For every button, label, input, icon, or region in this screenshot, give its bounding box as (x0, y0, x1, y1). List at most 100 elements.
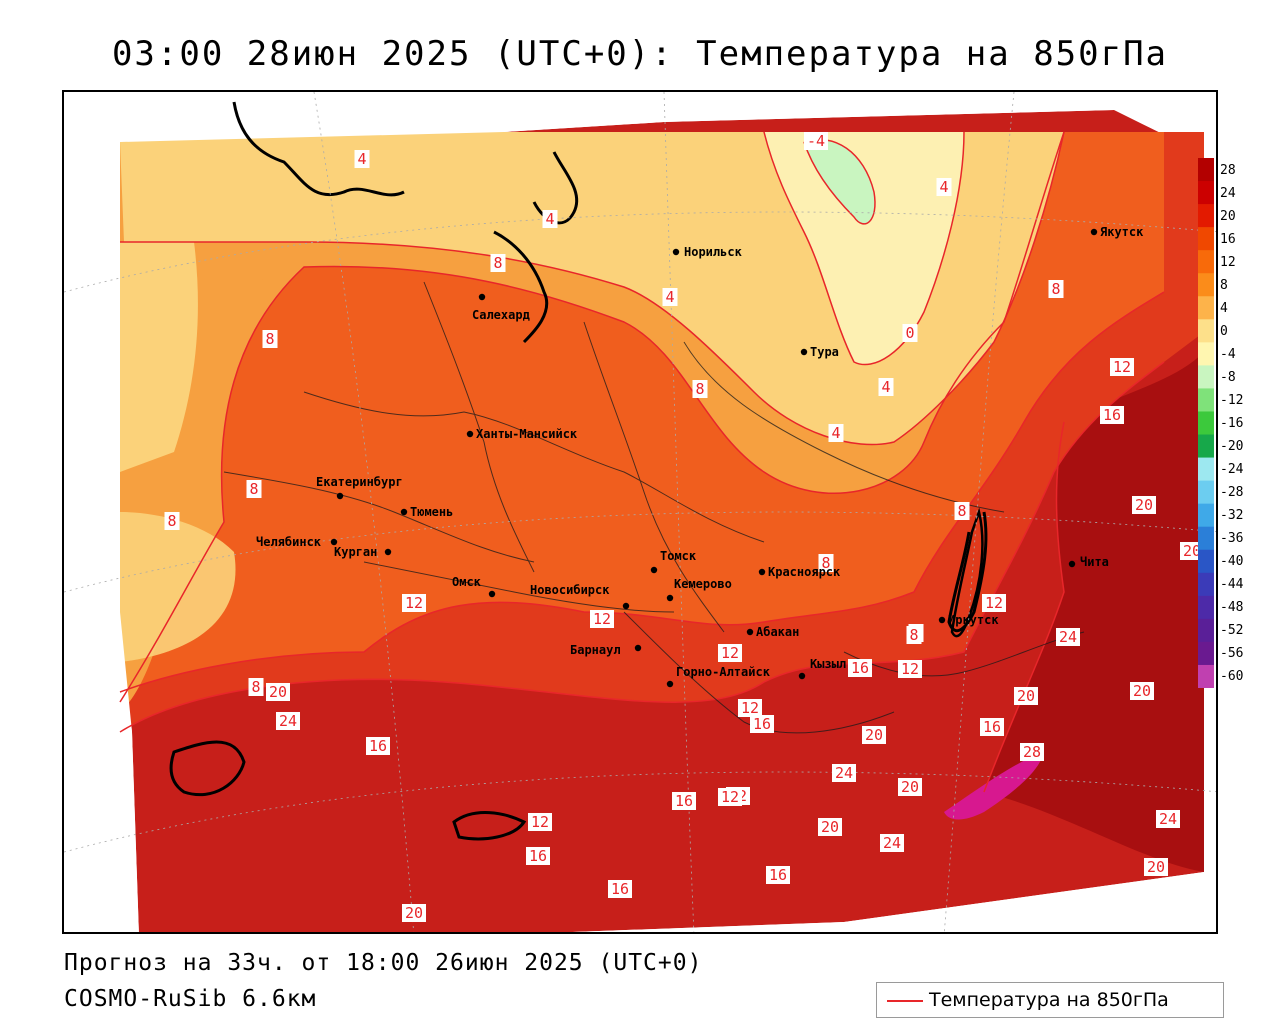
contour-label: 12 (898, 660, 922, 678)
contour-label-text: 8 (1051, 280, 1060, 298)
contour-label: 4 (828, 424, 844, 442)
contour-label-text: 24 (1059, 628, 1077, 646)
colorbar-tick: -52 (1220, 623, 1244, 639)
contour-label: 20 (1130, 682, 1154, 700)
contour-label-text: 20 (821, 818, 839, 836)
page-title: 03:00 28июн 2025 (UTC+0): Температура на… (111, 34, 1169, 74)
contour-label: 8 (246, 480, 262, 498)
contour-label-bg (750, 715, 774, 733)
colorbar-swatch (1198, 457, 1214, 482)
contour-label-text: 16 (851, 659, 869, 677)
contour-label-text: 16 (675, 792, 693, 810)
contour-label-bg (718, 788, 742, 806)
contour-label: 12 (718, 644, 742, 662)
contour-label-bg (248, 678, 264, 696)
contour-label-bg (832, 764, 856, 782)
contour-label-text: 16 (611, 880, 629, 898)
city-marker-tomsk (650, 566, 658, 574)
colorbar-tick: 28 (1220, 162, 1236, 178)
contour-label-bg (1144, 858, 1168, 876)
colorbar-tick: 8 (1220, 277, 1228, 293)
contour-label-text: 8 (265, 330, 274, 348)
contour-label: 8 (262, 330, 278, 348)
colorbar-swatch (1198, 572, 1214, 597)
city-marker-salekhard (478, 293, 486, 301)
contour-label: 16 (766, 866, 790, 884)
city-marker-norilsk (672, 248, 680, 256)
contour-label-bg (590, 610, 614, 628)
colorbar-swatch (1198, 319, 1214, 343)
contour-label-bg (266, 683, 290, 701)
city-label-tura: Тура (810, 345, 839, 359)
contour-label-text: 24 (883, 834, 901, 852)
contour-label-text: -4 (807, 132, 825, 150)
colorbar-tick: -12 (1220, 392, 1244, 408)
colorbar-swatch (1198, 411, 1214, 436)
city-label-gorno: Горно-Алтайск (676, 665, 771, 679)
contour-label: 4 (354, 150, 370, 168)
contour-label-bg (1100, 406, 1124, 424)
contour-label: 8 (954, 502, 970, 520)
contour-label-bg (980, 718, 1004, 736)
contour-label-text: 20 (1017, 687, 1035, 705)
contour-label-bg (164, 512, 180, 530)
contour-label: 24 (1156, 810, 1180, 828)
colorbar-swatch (1198, 365, 1214, 389)
band-4-west (120, 242, 198, 472)
contour-label-bg (402, 594, 426, 612)
colorbar-tick: -40 (1220, 554, 1244, 570)
contour-label-text: 20 (269, 683, 287, 701)
city-marker-barnaul (634, 644, 642, 652)
contour-label-text: 4 (939, 178, 948, 196)
contour-label: -4 (804, 132, 828, 150)
region-borders (223, 281, 1085, 734)
contour-label-text: 8 (249, 480, 258, 498)
contour-label: 16 (750, 715, 774, 733)
city-marker-tyumen (400, 508, 408, 516)
contour-label-bg (1110, 358, 1134, 376)
colorbar-tick: 12 (1220, 254, 1236, 270)
contour-label-bg (366, 737, 390, 755)
contour-label-bg (1014, 687, 1038, 705)
colorbar (1198, 158, 1214, 689)
contour-label: 16 (526, 847, 550, 865)
contour-label-bg (818, 818, 842, 836)
colorbar-swatch (1198, 503, 1214, 528)
contour-label: 4 (878, 378, 894, 396)
contour-label-text: 12 (1113, 358, 1131, 376)
colorbar-swatch (1198, 434, 1214, 459)
contour-label-bg (738, 699, 762, 717)
contour-label-text: 20 (1147, 858, 1165, 876)
colorbar-swatch (1198, 526, 1214, 551)
lake-baikal (950, 507, 984, 638)
city-label-irkutsk: Иркутск (948, 613, 999, 627)
outside-domain-s (572, 872, 1216, 932)
contour-label-bg (936, 178, 952, 196)
colorbar-tick: -60 (1220, 669, 1244, 685)
legend: Температура на 850гПа (876, 982, 1224, 1018)
colorbar-tick: -16 (1220, 416, 1244, 431)
contour-label-text: 4 (545, 210, 554, 228)
city-marker-khanty (466, 430, 474, 438)
city-marker-ekb (336, 492, 344, 500)
legend-label: Температура на 850гПа (929, 989, 1169, 1011)
contour-label-bg (402, 904, 426, 922)
contour-label-text: 4 (357, 150, 366, 168)
band-0 (764, 132, 964, 365)
colorbar-tick: -4 (1220, 346, 1236, 362)
contour-label-bg (898, 778, 922, 796)
contour-label-text: 16 (983, 718, 1001, 736)
contour-label-bg (662, 288, 678, 306)
contour-label-bg (1156, 810, 1180, 828)
colorbar-tick: -20 (1220, 439, 1244, 455)
colorbar-tick: 4 (1220, 300, 1228, 316)
contour-label: 16 (848, 659, 872, 677)
city-label-abakan: Абакан (756, 625, 799, 639)
contour-label: 0 (902, 324, 918, 342)
contour-label-text: 4 (881, 378, 890, 396)
model-name: COSMO-RuSib 6.6км (64, 986, 317, 1012)
contour-label-bg (880, 834, 904, 852)
contour-label-text: 16 (369, 737, 387, 755)
contour-label: 8 (692, 380, 708, 398)
contour-label-text: 0 (905, 324, 914, 342)
